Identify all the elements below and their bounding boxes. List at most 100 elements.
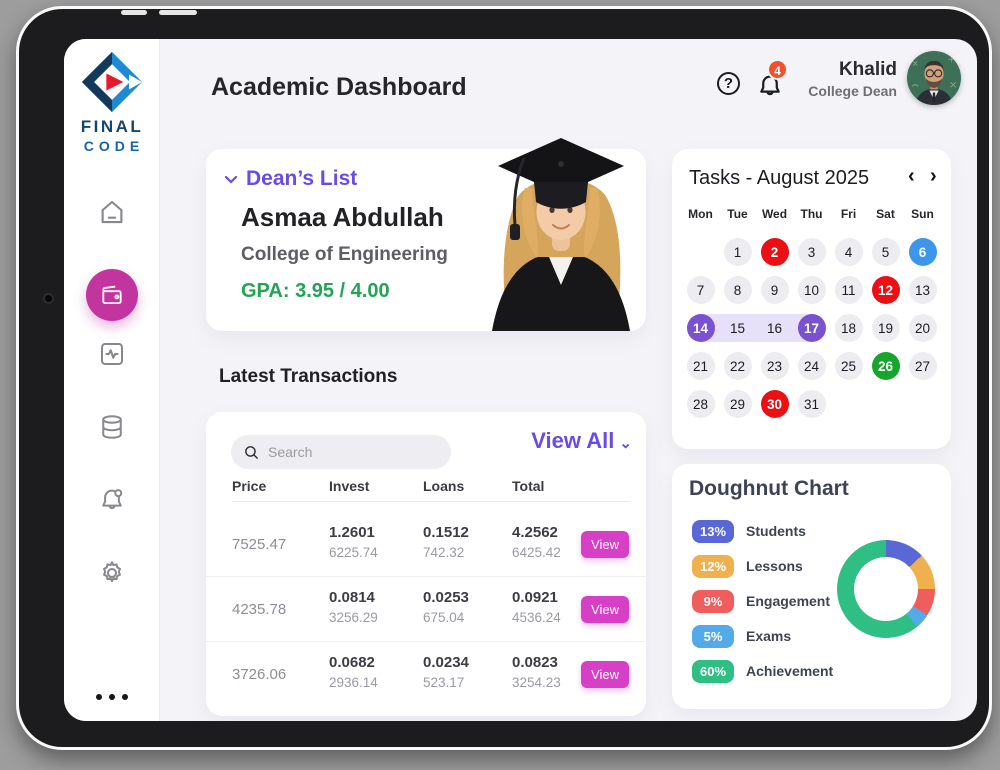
logo-text-code: CODE [83, 138, 145, 154]
total-cell: 0.0921 4536.24 [512, 589, 561, 625]
final-code-logo: FINAL CODE [64, 49, 160, 154]
sidebar: FINAL CODE [64, 39, 160, 721]
chart-legend: 13% Students 12% Lessons 9% Engagement 5… [692, 519, 833, 683]
view-all-button[interactable]: View All ⌄ [531, 428, 632, 454]
legend-percent-badge: 5% [692, 624, 734, 648]
price-value: 3726.06 [232, 666, 287, 683]
calendar-day-16[interactable]: 16 [756, 309, 793, 347]
sidebar-item-wallet-active[interactable] [64, 269, 160, 321]
view-button[interactable]: View [581, 661, 629, 688]
calendar-day-23[interactable]: 23 [756, 347, 793, 385]
calendar-day-15[interactable]: 15 [719, 309, 756, 347]
deans-list-toggle[interactable]: Dean’s List [224, 167, 357, 191]
calendar-day-14[interactable]: 14 [682, 309, 719, 347]
sidebar-item-settings[interactable] [64, 558, 160, 588]
day-number: 4 [834, 238, 863, 266]
calendar-day-6[interactable]: 6 [904, 233, 941, 271]
day-number: 11 [834, 276, 863, 304]
calendar-day-25[interactable]: 25 [830, 347, 867, 385]
calendar-day-18[interactable]: 18 [830, 309, 867, 347]
calendar-day-29[interactable]: 29 [719, 385, 756, 423]
calendar-grid: 1 2 3 4 5 6 7 8 9 10 11 12 13 14 15 16 17 18 19 20 21 22 23 24 2… [682, 233, 941, 423]
legend-percent-badge: 13% [692, 519, 735, 543]
legend-label: Lessons [746, 558, 803, 574]
calendar-day-19[interactable]: 19 [867, 309, 904, 347]
sidebar-item-home[interactable] [64, 197, 160, 227]
avatar[interactable] [907, 51, 961, 105]
day-number: 29 [723, 390, 752, 418]
calendar-day-8[interactable]: 8 [719, 271, 756, 309]
calendar-title: Tasks - August 2025 [689, 167, 870, 189]
calendar-day-20[interactable]: 20 [904, 309, 941, 347]
deans-list-card: Dean’s List Asmaa Abdullah College of En… [206, 138, 646, 331]
column-total: Total [512, 478, 545, 494]
view-button[interactable]: View [581, 596, 629, 623]
loans-cell: 0.0253 675.04 [423, 589, 469, 625]
sidebar-more-button[interactable] [64, 694, 160, 700]
day-number: 24 [797, 352, 826, 380]
calendar-day-7[interactable]: 7 [682, 271, 719, 309]
calendar-day-2[interactable]: 2 [756, 233, 793, 271]
calendar-day-22[interactable]: 22 [719, 347, 756, 385]
view-button[interactable]: View [581, 531, 629, 558]
calendar-day-names: Mon Tue Wed Thu Fri Sat Sun [682, 207, 941, 221]
table-header: Price Invest Loans Total [206, 478, 646, 498]
legend-item: 5% Exams [692, 624, 833, 648]
calendar-day-21[interactable]: 21 [682, 347, 719, 385]
transactions-rows: 7525.47 1.2601 6225.74 0.1512 742.32 4.256… [206, 512, 646, 707]
calendar-day-12[interactable]: 12 [867, 271, 904, 309]
calendar-day-17[interactable]: 17 [793, 309, 830, 347]
legend-percent-badge: 60% [692, 659, 735, 683]
day-number: 30 [760, 390, 789, 418]
calendar-day-24[interactable]: 24 [793, 347, 830, 385]
empty-cell [682, 233, 719, 271]
transactions-heading: Latest Transactions [219, 366, 398, 387]
chevron-down-icon [224, 175, 238, 184]
volume-button [121, 10, 147, 15]
user-name: Khalid [838, 59, 897, 80]
chevron-down-icon: ⌄ [619, 435, 632, 452]
calendar-day-28[interactable]: 28 [682, 385, 719, 423]
calendar-day-30[interactable]: 30 [756, 385, 793, 423]
calendar-day-10[interactable]: 10 [793, 271, 830, 309]
calendar-next-button[interactable]: › [930, 165, 937, 187]
price-value: 7525.47 [232, 536, 287, 553]
app-screen: FINAL CODE [64, 39, 977, 721]
calendar-day-1[interactable]: 1 [719, 233, 756, 271]
sidebar-item-database[interactable] [64, 412, 160, 442]
calendar-day-31[interactable]: 31 [793, 385, 830, 423]
day-number: 7 [686, 276, 715, 304]
invest-cell: 0.0682 2936.14 [329, 654, 378, 690]
calendar-day-5[interactable]: 5 [867, 233, 904, 271]
search-box[interactable] [231, 435, 451, 469]
chart-title: Doughnut Chart [689, 477, 849, 500]
day-name: Fri [840, 207, 857, 221]
legend-label: Students [746, 523, 806, 539]
calendar-day-26[interactable]: 26 [867, 347, 904, 385]
calendar-day-4[interactable]: 4 [830, 233, 867, 271]
gear-icon [103, 561, 121, 583]
user-role: College Dean [808, 83, 897, 99]
price-value: 4235.78 [232, 601, 287, 618]
home-icon [101, 200, 123, 224]
calendar-prev-button[interactable]: ‹ [908, 165, 915, 187]
calendar-day-9[interactable]: 9 [756, 271, 793, 309]
day-number: 27 [908, 352, 937, 380]
column-loans: Loans [423, 478, 465, 494]
volume-button [159, 10, 197, 15]
day-name: Wed [761, 207, 788, 221]
student-college: College of Engineering [241, 244, 448, 265]
calendar-day-13[interactable]: 13 [904, 271, 941, 309]
sidebar-item-analytics[interactable] [64, 339, 160, 369]
range-band [719, 314, 756, 342]
search-input[interactable] [268, 444, 428, 460]
calendar-day-11[interactable]: 11 [830, 271, 867, 309]
legend-item: 60% Achievement [692, 659, 833, 683]
user-info[interactable]: Khalid College Dean [754, 59, 897, 99]
help-button[interactable]: ? [717, 72, 740, 95]
activity-icon [101, 343, 123, 365]
sidebar-item-notifications[interactable] [64, 485, 160, 515]
calendar-day-27[interactable]: 27 [904, 347, 941, 385]
legend-label: Exams [746, 628, 792, 644]
calendar-day-3[interactable]: 3 [793, 233, 830, 271]
